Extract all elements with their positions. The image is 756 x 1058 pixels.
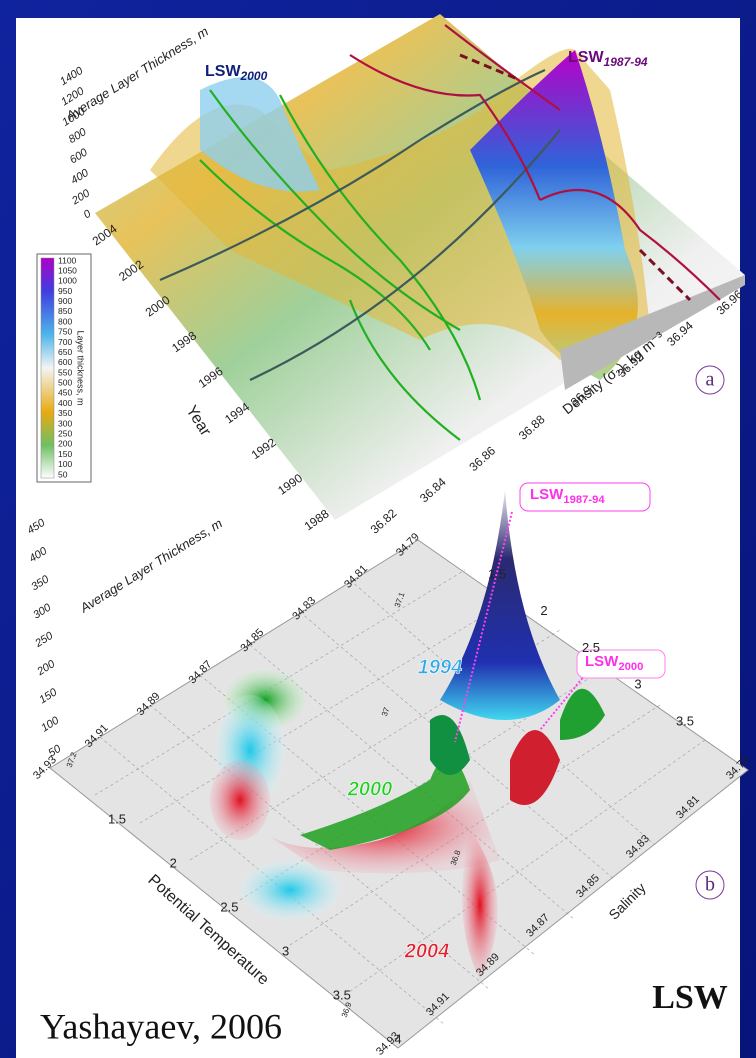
label-sub: 2000 <box>618 661 643 673</box>
tick-label: 950 <box>58 286 72 296</box>
tick-label: 2 <box>170 855 177 870</box>
tick-label: 1000 <box>58 276 77 286</box>
tick-label: 800 <box>58 316 72 326</box>
tick-label: 2.5 <box>582 640 600 655</box>
tick-label: 1050 <box>58 265 77 275</box>
tick-label: 850 <box>58 306 72 316</box>
tick-label: 700 <box>58 337 72 347</box>
tick-label: 650 <box>58 347 72 357</box>
credit: Yashayaev, 2006 <box>40 1006 282 1046</box>
tick-label: 2.5 <box>220 899 238 914</box>
tick-label: 50 <box>58 469 68 479</box>
year-label: 2000 <box>347 778 393 800</box>
tick-label: 4 <box>394 1031 401 1046</box>
tick-label: 750 <box>58 327 72 337</box>
label-sub: 1987-94 <box>604 55 648 69</box>
tick-label: 100 <box>58 459 72 469</box>
panel-label: a <box>706 369 715 391</box>
peak-label: LSW1987-94 <box>568 49 648 69</box>
tick-label: 1.5 <box>108 811 126 826</box>
tick-label: 2 <box>540 603 547 618</box>
peak-label: LSW1987-94 <box>530 486 605 506</box>
peak-label: LSW2000 <box>205 63 268 83</box>
tick-label: 3.5 <box>333 987 351 1002</box>
tick-label: 900 <box>58 296 72 306</box>
tick-label: 200 <box>58 439 72 449</box>
tick-label: 1100 <box>58 255 77 265</box>
colorbar-title: Layer thickness, m <box>76 330 86 405</box>
tick-label: 550 <box>58 367 72 377</box>
tick-label: 3 <box>282 943 289 958</box>
tick-label: 500 <box>58 378 72 388</box>
callout-box <box>576 649 666 679</box>
label-main: LSW <box>530 486 564 503</box>
footer-title: LSW <box>652 979 728 1016</box>
panel-badge <box>695 870 725 900</box>
tick-label: 300 <box>58 418 72 428</box>
label-main: LSW <box>568 49 604 66</box>
year-label: 1994 <box>418 656 463 678</box>
label-main: LSW <box>585 653 619 670</box>
label-sub: 2000 <box>240 69 268 83</box>
tick-label: 450 <box>58 388 72 398</box>
callout-box <box>519 482 651 512</box>
tick-label: 350 <box>58 408 72 418</box>
tick-label: 3 <box>634 677 641 692</box>
surface-a <box>95 14 745 520</box>
year-label: 2004 <box>404 940 450 962</box>
panel-label: b <box>705 874 715 896</box>
surface-b <box>49 490 749 1049</box>
colorbar <box>40 257 55 479</box>
tick-label: 150 <box>58 449 72 459</box>
contour-label: 37 <box>380 706 392 718</box>
panel-badge <box>695 365 725 395</box>
peak-label: LSW2000 <box>585 653 643 673</box>
tick-label: 600 <box>58 357 72 367</box>
label-sub: 1987-94 <box>563 494 605 506</box>
tick-label: 1.5 <box>488 566 506 581</box>
tick-label: 3.5 <box>676 713 694 728</box>
tick-label: 400 <box>58 398 72 408</box>
label-main: LSW <box>205 63 241 80</box>
tick-label: 250 <box>58 428 72 438</box>
